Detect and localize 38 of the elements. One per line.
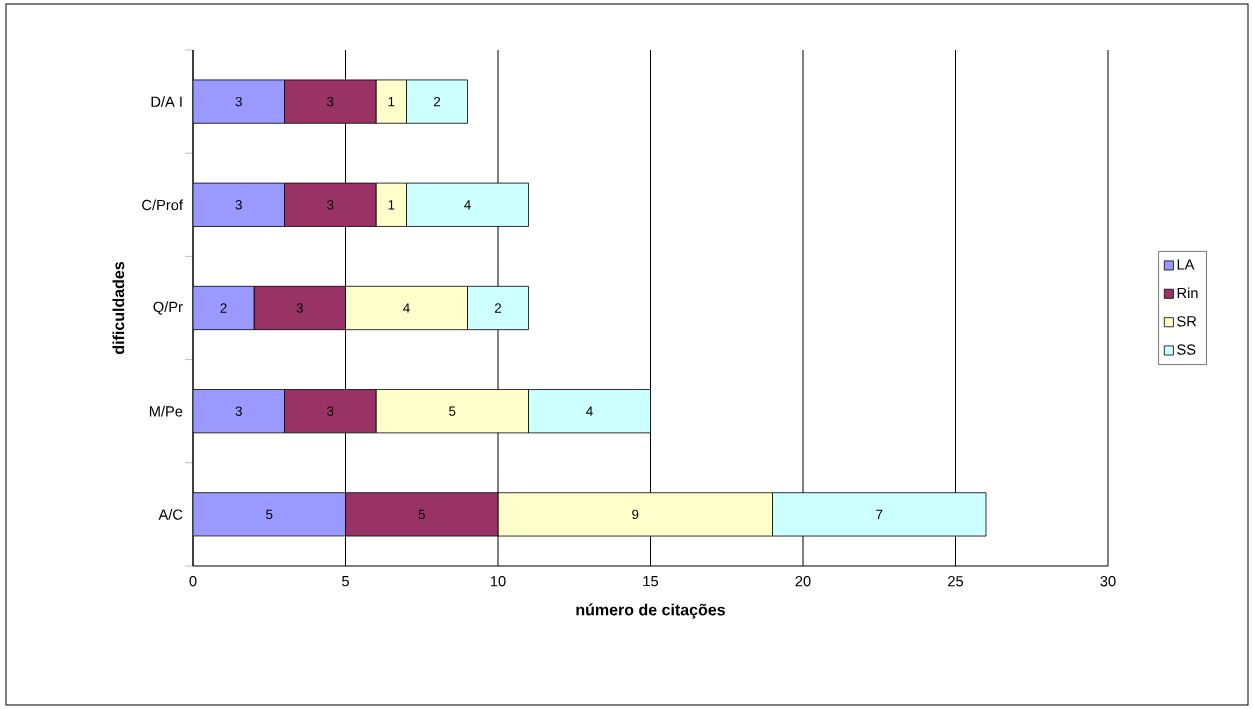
- y-tick-label: C/Prof: [142, 199, 183, 211]
- y-axis-title: dificuldades: [112, 261, 125, 355]
- legend-label: SR: [1177, 316, 1197, 327]
- data-label: 1: [388, 97, 395, 107]
- x-tick-label: 25: [948, 576, 964, 587]
- data-label: 4: [464, 200, 471, 210]
- data-label: 3: [235, 96, 242, 107]
- y-tick-label: Q/Pr: [153, 301, 183, 315]
- data-label: 1: [388, 200, 395, 210]
- x-tick-label: 0: [189, 576, 197, 587]
- x-axis-title: número de citações: [576, 603, 725, 619]
- data-label: 5: [266, 509, 273, 520]
- x-tick-label: 10: [490, 576, 506, 587]
- data-label: 2: [494, 303, 502, 313]
- data-label: 3: [235, 200, 242, 210]
- data-label: 3: [296, 303, 303, 313]
- data-label: 5: [449, 406, 456, 416]
- x-tick-label: 20: [795, 576, 811, 587]
- legend-label: Rin: [1177, 287, 1198, 299]
- data-label: 3: [235, 406, 242, 416]
- y-tick-label: D/A I: [151, 96, 182, 107]
- x-tick-label: 30: [1100, 576, 1116, 587]
- data-label: 3: [327, 96, 334, 107]
- legend-label: SS: [1177, 344, 1196, 355]
- x-tick-label: 5: [342, 576, 349, 587]
- data-label: 2: [220, 303, 227, 313]
- data-label: 4: [403, 303, 410, 313]
- data-label: 5: [418, 509, 425, 520]
- x-tick-label: 15: [643, 576, 659, 587]
- y-tick-label: M/Pe: [149, 405, 183, 417]
- data-label: 7: [876, 509, 883, 519]
- data-label: 2: [433, 96, 441, 107]
- data-label: 4: [586, 406, 593, 416]
- data-label: 3: [327, 406, 334, 416]
- data-label: 3: [327, 200, 334, 210]
- y-tick-label: A/C: [158, 509, 183, 520]
- legend-label: LA: [1177, 259, 1195, 270]
- data-label: 9: [632, 509, 639, 520]
